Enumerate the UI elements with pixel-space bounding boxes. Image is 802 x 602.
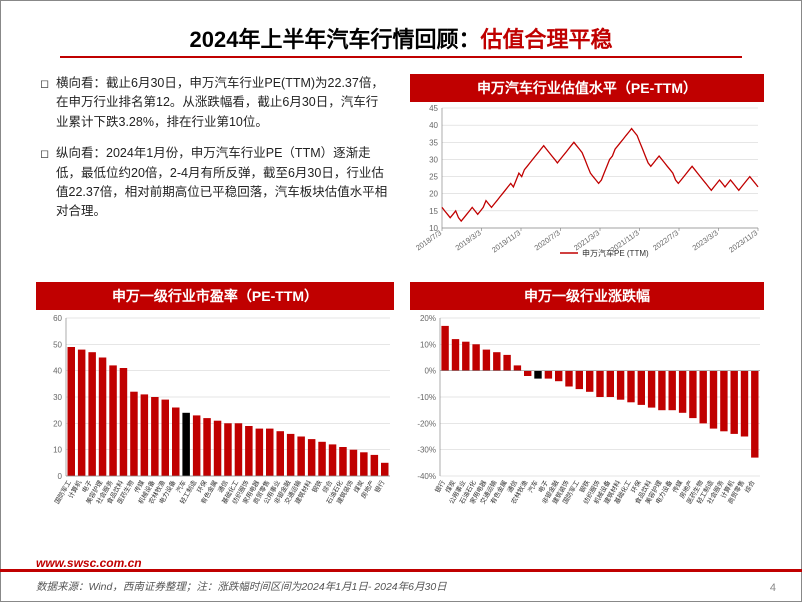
pe-bar-chart: 0102030405060国防军工计算机电子美容护理社会服务食品饮料医药生物传媒… xyxy=(36,310,394,538)
svg-text:0: 0 xyxy=(58,472,63,481)
svg-text:20%: 20% xyxy=(420,314,436,323)
section-header-pe: 申万一级行业市盈率（PE-TTM） xyxy=(36,282,394,310)
svg-text:25: 25 xyxy=(429,173,438,182)
footer-source: 数据来源：Wind，西南证券整理；注：涨跌幅时间区间为2024年1月1日- 20… xyxy=(36,579,447,594)
svg-text:银行: 银行 xyxy=(372,478,387,494)
bullet-item: ◻ 纵向看：2024年1月份，申万汽车行业PE（TTM）逐渐走低，最低位约20倍… xyxy=(40,144,390,222)
svg-text:50: 50 xyxy=(53,340,62,349)
svg-text:10%: 10% xyxy=(420,340,436,349)
page-title: 2024年上半年汽车行情回顾：估值合理平稳 xyxy=(0,22,802,54)
svg-text:60: 60 xyxy=(53,314,62,323)
bullet-marker: ◻ xyxy=(40,144,56,222)
title-prefix: 2024年上半年汽车行情回顾： xyxy=(190,27,481,52)
title-highlight: 估值合理平稳 xyxy=(480,27,612,52)
svg-text:2019/11/3: 2019/11/3 xyxy=(490,228,522,254)
svg-text:2020/7/3: 2020/7/3 xyxy=(533,228,562,252)
svg-text:-10%: -10% xyxy=(417,393,436,402)
svg-text:申万汽车PE (TTM): 申万汽车PE (TTM) xyxy=(582,248,649,258)
bullet-text: 纵向看：2024年1月份，申万汽车行业PE（TTM）逐渐走低，最低位约20倍，2… xyxy=(56,144,390,222)
bullet-item: ◻ 横向看：截止6月30日，申万汽车行业PE(TTM)为22.37倍，在申万行业… xyxy=(40,74,390,132)
svg-text:2022/7/3: 2022/7/3 xyxy=(651,228,680,252)
footer-url: www.swsc.com.cn xyxy=(36,556,142,570)
svg-text:20: 20 xyxy=(53,419,62,428)
svg-text:2023/11/3: 2023/11/3 xyxy=(727,228,759,254)
svg-text:综合: 综合 xyxy=(742,478,757,494)
line-chart: 10152025303540452018/7/32019/3/32019/11/… xyxy=(410,102,764,260)
svg-text:-40%: -40% xyxy=(417,472,436,481)
svg-text:20: 20 xyxy=(429,190,438,199)
svg-text:35: 35 xyxy=(429,138,438,147)
svg-text:-20%: -20% xyxy=(417,419,436,428)
pct-bar-chart: -40%-30%-20%-10%0%10%20%银行煤炭公用事业石油石化家用电器… xyxy=(410,310,764,538)
footer-divider xyxy=(0,569,802,572)
svg-text:40: 40 xyxy=(53,367,62,376)
section-header-line: 申万汽车行业估值水平（PE-TTM） xyxy=(410,74,764,102)
svg-text:-30%: -30% xyxy=(417,446,436,455)
section-header-pct: 申万一级行业涨跌幅 xyxy=(410,282,764,310)
svg-text:30: 30 xyxy=(53,393,62,402)
bullet-marker: ◻ xyxy=(40,74,56,132)
svg-text:2023/3/3: 2023/3/3 xyxy=(691,228,720,252)
page-number: 4 xyxy=(770,582,776,594)
svg-text:2019/3/3: 2019/3/3 xyxy=(454,228,483,252)
bullet-text: 横向看：截止6月30日，申万汽车行业PE(TTM)为22.37倍，在申万行业排名… xyxy=(56,74,390,132)
title-underline xyxy=(60,56,742,58)
svg-text:40: 40 xyxy=(429,121,438,130)
svg-text:0%: 0% xyxy=(424,367,436,376)
svg-text:30: 30 xyxy=(429,155,438,164)
svg-text:45: 45 xyxy=(429,104,438,113)
bullet-list: ◻ 横向看：截止6月30日，申万汽车行业PE(TTM)为22.37倍，在申万行业… xyxy=(40,74,390,234)
svg-text:15: 15 xyxy=(429,207,438,216)
svg-text:10: 10 xyxy=(53,446,62,455)
